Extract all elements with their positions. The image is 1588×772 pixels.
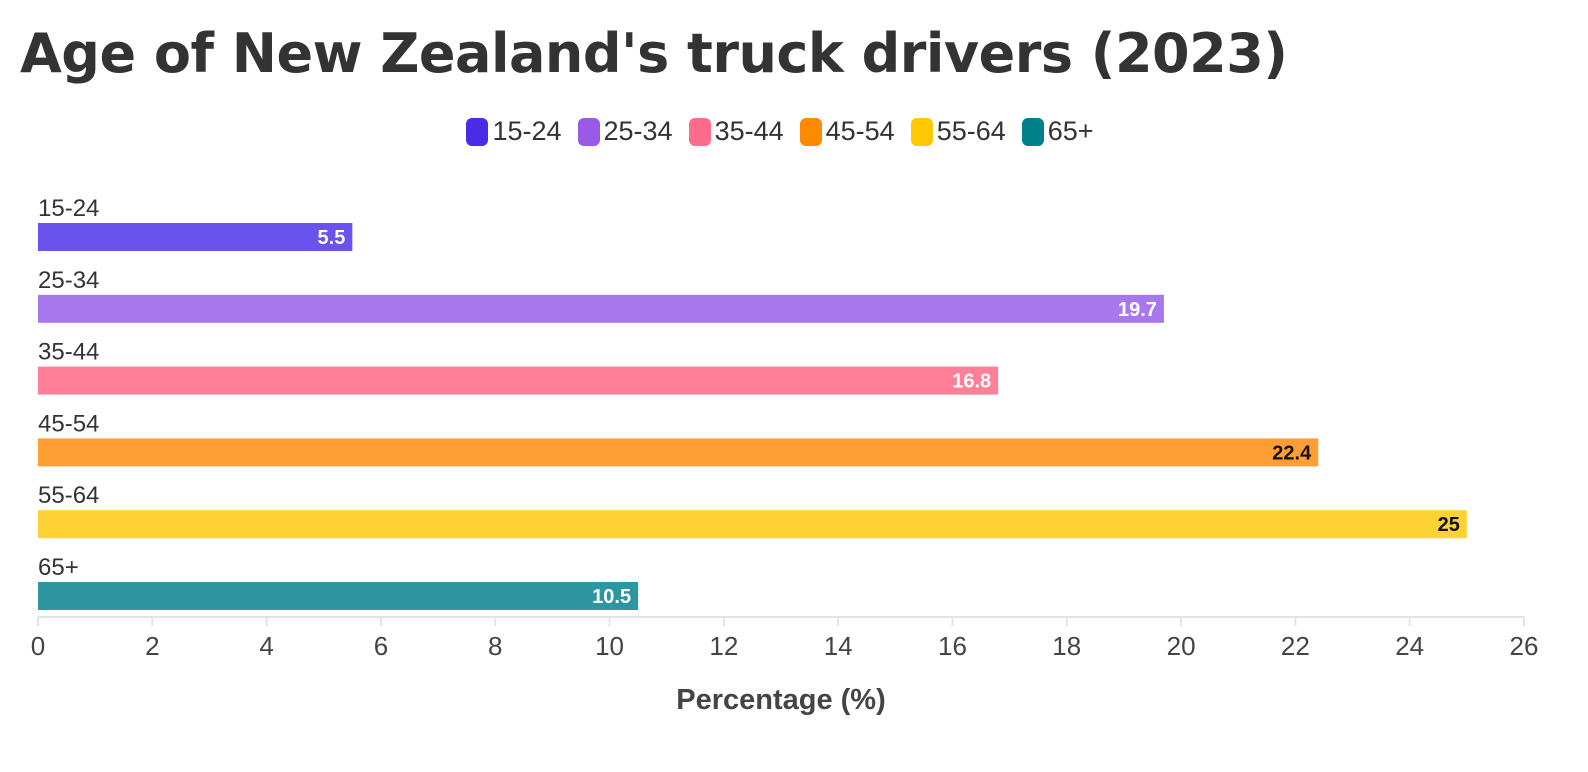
legend-item[interactable]: 55-64 <box>910 116 1006 147</box>
data-label: 22.4 <box>1272 442 1312 464</box>
legend-label: 15-24 <box>492 116 562 146</box>
legend-label: 35-44 <box>714 116 784 146</box>
legend-label: 55-64 <box>936 116 1006 146</box>
legend-item[interactable]: 15-24 <box>466 116 562 147</box>
legend-label: 25-34 <box>603 116 673 146</box>
legend-item[interactable]: 65+ <box>1021 116 1094 147</box>
legend-swatch <box>688 117 711 146</box>
legend-item[interactable]: 25-34 <box>577 116 673 147</box>
x-tick-label: 24 <box>1395 631 1424 661</box>
x-tick-label: 2 <box>145 631 159 661</box>
legend-swatch <box>910 117 933 146</box>
category-label: 65+ <box>38 554 79 581</box>
x-tick-label: 14 <box>824 631 853 661</box>
x-tick-label: 10 <box>595 631 624 661</box>
legend-label: 65+ <box>1047 116 1094 146</box>
legend-item[interactable]: 45-54 <box>799 116 895 147</box>
bar <box>38 223 353 251</box>
bar <box>38 582 639 610</box>
category-label: 45-54 <box>38 410 99 437</box>
data-label: 10.5 <box>592 586 631 608</box>
x-tick-label: 22 <box>1281 631 1310 661</box>
x-tick-label: 6 <box>374 631 388 661</box>
category-label: 35-44 <box>38 339 99 366</box>
data-label: 25 <box>1438 514 1460 536</box>
x-tick-label: 8 <box>488 631 502 661</box>
chart-legend: 15-24 25-34 35-44 45-54 55-64 65+ <box>0 116 1560 147</box>
x-tick-label: 0 <box>31 631 45 661</box>
category-label: 25-34 <box>38 267 99 294</box>
x-tick-label: 16 <box>938 631 967 661</box>
bar <box>38 294 1164 323</box>
legend-swatch <box>577 117 600 146</box>
category-label: 15-24 <box>38 195 99 222</box>
chart-title: Age of New Zealand's truck drivers (2023… <box>20 22 1288 85</box>
x-tick-label: 12 <box>709 631 738 661</box>
x-tick-label: 4 <box>259 631 273 661</box>
legend-label: 45-54 <box>825 116 895 146</box>
bar <box>38 510 1467 539</box>
legend-swatch <box>466 117 489 146</box>
data-label: 19.7 <box>1118 299 1157 321</box>
x-tick-label: 20 <box>1167 631 1196 661</box>
x-tick-label: 26 <box>1510 631 1539 661</box>
bar <box>38 438 1319 467</box>
category-label: 55-64 <box>38 482 99 509</box>
x-axis-title: Percentage (%) <box>676 684 886 716</box>
bar <box>38 366 999 395</box>
legend-swatch <box>1021 117 1044 146</box>
x-tick-label: 18 <box>1052 631 1081 661</box>
data-label: 5.5 <box>318 227 346 249</box>
data-label: 16.8 <box>952 371 991 393</box>
legend-swatch <box>799 117 822 146</box>
legend-item[interactable]: 35-44 <box>688 116 784 147</box>
